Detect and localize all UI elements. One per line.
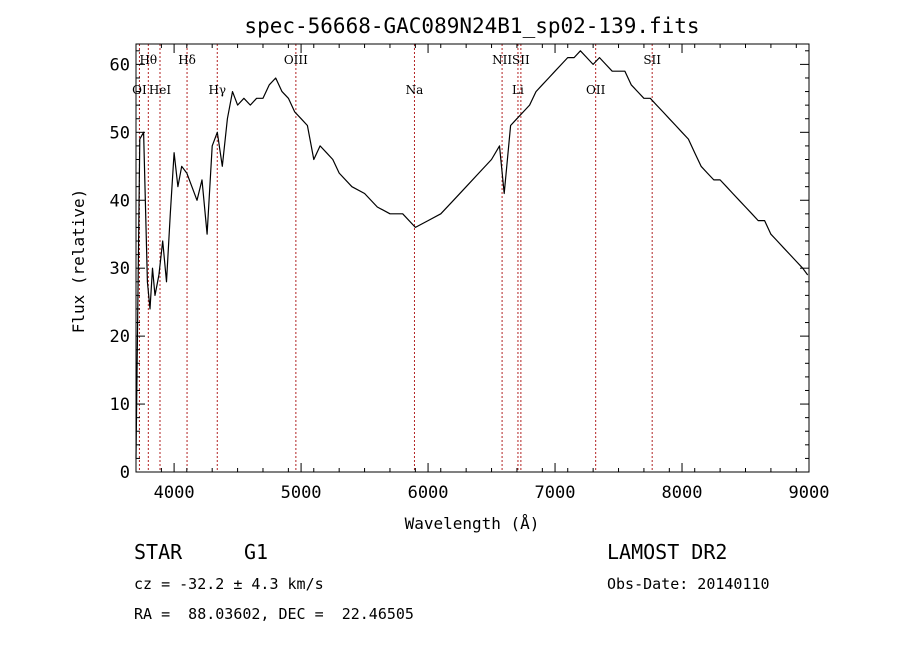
object-class: STAR bbox=[134, 540, 183, 564]
line-marker-label: NII bbox=[492, 53, 512, 67]
plot-frame bbox=[135, 43, 810, 473]
y-tick-label: 10 bbox=[110, 395, 130, 415]
x-tick-label: 5000 bbox=[281, 483, 322, 503]
subclass: G1 bbox=[244, 540, 269, 564]
observation-date: Obs-Date: 20140110 bbox=[607, 575, 770, 593]
y-tick-label: 20 bbox=[110, 327, 130, 347]
line-marker-label: OII bbox=[586, 83, 606, 97]
x-tick-label: 8000 bbox=[662, 483, 703, 503]
line-marker-label: Hθ bbox=[139, 53, 157, 67]
y-axis-label: Flux (relative) bbox=[69, 189, 88, 334]
x-tick-label: 6000 bbox=[408, 483, 449, 503]
x-axis-label: Wavelength (Å) bbox=[405, 514, 540, 533]
line-marker-label: Hδ bbox=[178, 53, 196, 67]
y-tick-label: 40 bbox=[110, 191, 130, 211]
line-marker-label: SII bbox=[643, 53, 661, 67]
line-marker-label: OI bbox=[132, 83, 147, 97]
line-marker-label: Hγ bbox=[208, 83, 226, 97]
spectrum-line bbox=[135, 50, 809, 459]
spectrum-chart: spec-56668-GAC089N24B1_sp02-139.fits Flu… bbox=[69, 14, 830, 533]
x-tick-label: 7000 bbox=[535, 483, 576, 503]
plot-area: OI Hθ HeI Hδ Hγ OIII Na NII Li SII OII SII 4000 5000 6… bbox=[110, 43, 830, 503]
y-tick-label: 0 bbox=[120, 463, 130, 483]
line-marker-label: Na bbox=[406, 83, 424, 97]
coordinates: RA = 88.03602, DEC = 22.46505 bbox=[134, 605, 414, 623]
line-marker-label: OIII bbox=[284, 53, 308, 67]
y-tick-label: 50 bbox=[110, 123, 130, 143]
line-marker-label: HeI bbox=[149, 83, 172, 97]
x-tick-label: 4000 bbox=[154, 483, 195, 503]
line-marker-label: Li bbox=[512, 83, 524, 97]
x-tick-label: 9000 bbox=[789, 483, 830, 503]
chart-title: spec-56668-GAC089N24B1_sp02-139.fits bbox=[244, 14, 699, 38]
redshift: cz = -32.2 ± 4.3 km/s bbox=[134, 575, 324, 593]
line-marker-label: SII bbox=[512, 53, 530, 67]
survey-name: LAMOST DR2 bbox=[607, 540, 728, 564]
y-tick-label: 60 bbox=[110, 55, 130, 75]
y-tick-label: 30 bbox=[110, 259, 130, 279]
